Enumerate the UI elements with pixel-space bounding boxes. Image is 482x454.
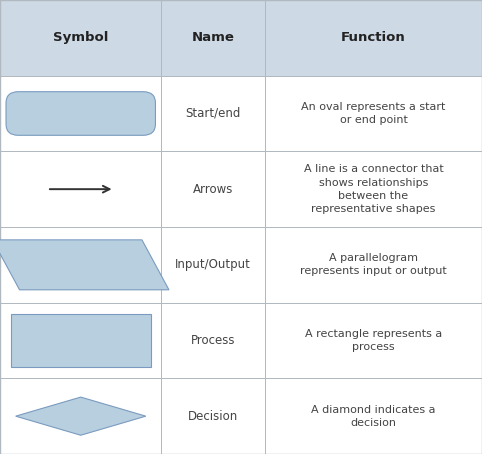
Text: An oval represents a start
or end point: An oval represents a start or end point — [301, 102, 446, 125]
Bar — [0, 227, 482, 303]
Text: A line is a connector that
shows relationships
between the
representative shapes: A line is a connector that shows relatio… — [304, 164, 443, 214]
Bar — [0, 303, 482, 378]
Text: Name: Name — [192, 31, 235, 44]
Bar — [0, 151, 482, 227]
Bar — [11, 314, 150, 367]
Text: Decision: Decision — [188, 410, 239, 423]
Polygon shape — [15, 397, 146, 435]
FancyBboxPatch shape — [6, 92, 155, 135]
Text: Arrows: Arrows — [193, 183, 233, 196]
Bar — [0, 0, 482, 76]
Text: A parallelogram
represents input or output: A parallelogram represents input or outp… — [300, 253, 447, 276]
Text: A diamond indicates a
decision: A diamond indicates a decision — [311, 405, 436, 428]
Text: Symbol: Symbol — [53, 31, 108, 44]
Text: Process: Process — [191, 334, 236, 347]
Bar — [0, 378, 482, 454]
Bar — [0, 76, 482, 151]
Text: Input/Output: Input/Output — [175, 258, 251, 271]
Text: Function: Function — [341, 31, 406, 44]
Polygon shape — [0, 240, 169, 290]
Text: Start/end: Start/end — [186, 107, 241, 120]
Text: A rectangle represents a
process: A rectangle represents a process — [305, 329, 442, 352]
